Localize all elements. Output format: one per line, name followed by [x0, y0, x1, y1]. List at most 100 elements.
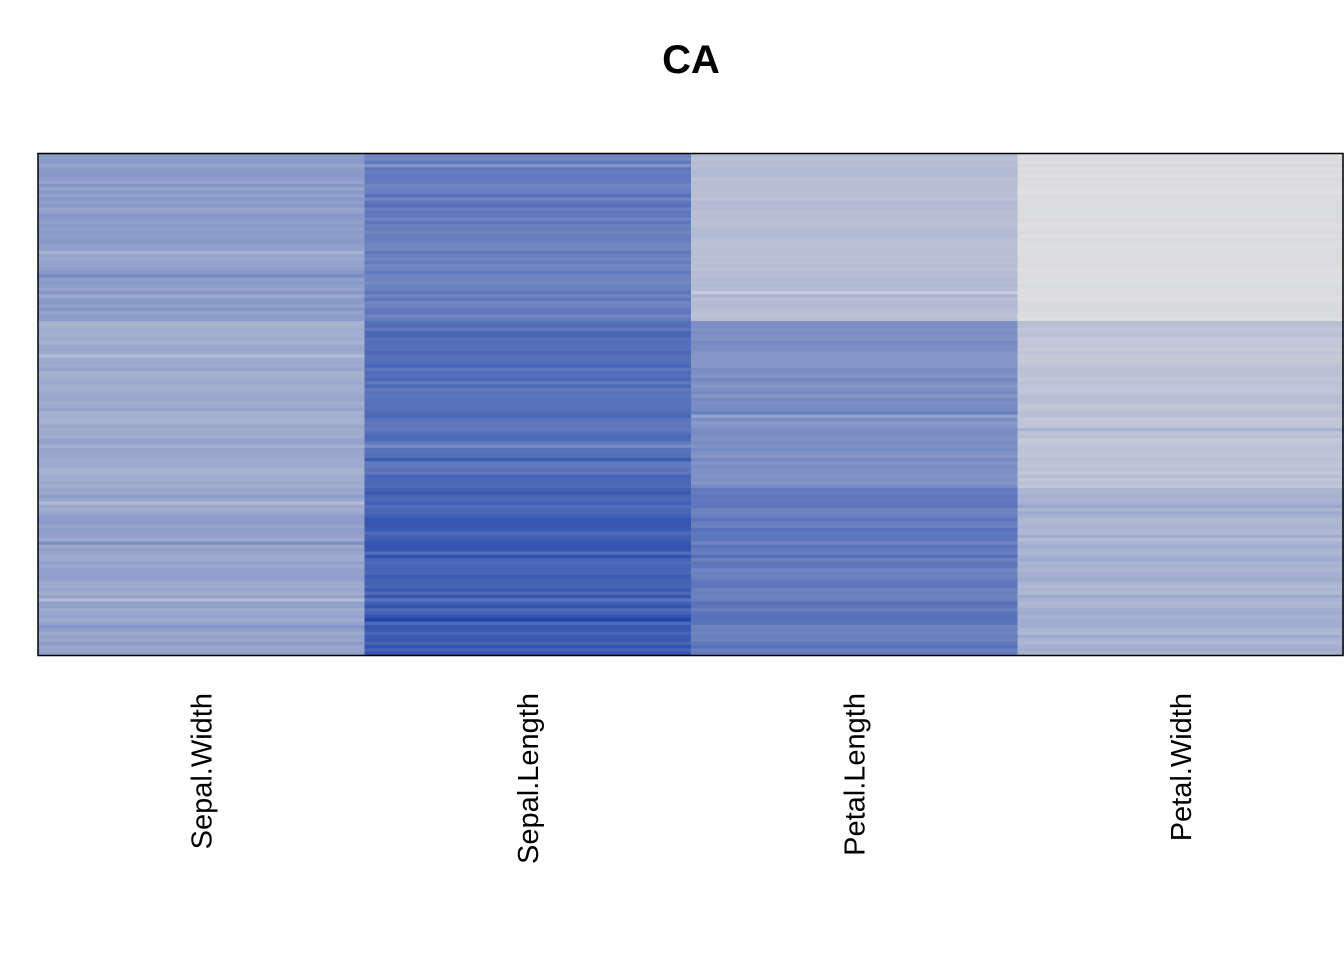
heatmap-cell	[1017, 274, 1344, 279]
heatmap-cell	[364, 324, 692, 329]
heatmap-cell	[691, 391, 1019, 396]
heatmap-cell	[1017, 377, 1344, 382]
heatmap-cell	[38, 381, 366, 386]
heatmap-cell	[691, 598, 1019, 603]
heatmap-cell	[1017, 501, 1344, 506]
heatmap-cell	[1017, 277, 1344, 282]
heatmap-cell	[364, 521, 692, 526]
heatmap-cell	[38, 558, 366, 563]
heatmap-cell	[691, 387, 1019, 392]
heatmap-cell	[1017, 224, 1344, 229]
heatmap-cell	[364, 434, 692, 439]
heatmap-cell	[691, 581, 1019, 586]
heatmap-cell	[364, 407, 692, 412]
heatmap-cell	[1017, 167, 1344, 172]
heatmap-cell	[691, 227, 1019, 232]
heatmap-cell	[364, 157, 692, 162]
heatmap-cell	[38, 391, 366, 396]
heatmap-cell	[1017, 160, 1344, 165]
heatmap-cell	[1017, 638, 1344, 643]
heatmap-cell	[38, 170, 366, 175]
heatmap-cell	[1017, 467, 1344, 472]
heatmap-cell	[364, 624, 692, 629]
heatmap-cell	[38, 511, 366, 516]
heatmap-cell	[364, 404, 692, 409]
heatmap-cell	[364, 631, 692, 636]
heatmap-cell	[364, 471, 692, 476]
heatmap-cell	[364, 341, 692, 345]
heatmap-cell	[1017, 220, 1344, 225]
heatmap-cell	[364, 491, 692, 496]
heatmap-cell	[364, 498, 692, 502]
heatmap-cell	[691, 484, 1019, 489]
heatmap-cell	[1017, 331, 1344, 335]
heatmap-cell	[1017, 417, 1344, 422]
heatmap-cell	[1017, 217, 1344, 222]
heatmap-cell	[38, 534, 366, 539]
heatmap-cell	[1017, 554, 1344, 559]
heatmap-cell	[691, 604, 1019, 609]
heatmap-cell	[364, 294, 692, 299]
heatmap-cell	[38, 614, 366, 619]
heatmap-cell	[364, 210, 692, 215]
heatmap-cell	[691, 494, 1019, 499]
plot-frame	[37, 152, 1344, 657]
heatmap-cell	[364, 514, 692, 519]
heatmap-cell	[38, 484, 366, 489]
heatmap-cell	[691, 214, 1019, 219]
heatmap-cell	[364, 424, 692, 429]
heatmap-cell	[364, 284, 692, 289]
heatmap-cell	[38, 608, 366, 613]
heatmap-cell	[1017, 471, 1344, 476]
heatmap-cell	[364, 538, 692, 543]
heatmap-cell	[691, 558, 1019, 563]
heatmap-cell	[364, 227, 692, 232]
heatmap-cell	[364, 394, 692, 399]
heatmap-cell	[691, 488, 1019, 492]
heatmap-cell	[364, 588, 692, 593]
heatmap-cell	[38, 154, 366, 158]
heatmap-cell	[38, 214, 366, 219]
heatmap-cell	[691, 300, 1019, 305]
heatmap-cell	[1017, 534, 1344, 539]
heatmap-cell	[38, 260, 366, 265]
heatmap-cell	[1017, 444, 1344, 449]
heatmap-cell	[1017, 264, 1344, 269]
heatmap-cell	[38, 554, 366, 559]
heatmap-cell	[38, 220, 366, 225]
heatmap-cell	[691, 594, 1019, 599]
heatmap-cell	[691, 317, 1019, 322]
heatmap-cell	[691, 651, 1019, 656]
heatmap-cell	[1017, 177, 1344, 182]
heatmap-cell	[38, 491, 366, 496]
heatmap-cell	[364, 437, 692, 442]
heatmap-cell	[38, 538, 366, 543]
heatmap-cell	[364, 571, 692, 576]
heatmap-cell	[364, 451, 692, 456]
heatmap-cell	[1017, 558, 1344, 563]
heatmap-cell	[38, 361, 366, 366]
heatmap-cell	[38, 227, 366, 232]
heatmap-cell	[364, 274, 692, 279]
heatmap-cell	[1017, 514, 1344, 519]
heatmap-cell	[38, 347, 366, 352]
heatmap-cell	[1017, 434, 1344, 439]
heatmap-cell	[38, 464, 366, 469]
heatmap-cell	[691, 514, 1019, 519]
heatmap-cell	[1017, 180, 1344, 185]
heatmap-cell	[691, 260, 1019, 265]
heatmap-cell	[38, 594, 366, 599]
heatmap-cell	[1017, 581, 1344, 586]
heatmap-cell	[364, 548, 692, 553]
heatmap-cell	[691, 277, 1019, 282]
heatmap-cell	[691, 267, 1019, 272]
heatmap-cell	[691, 210, 1019, 215]
heatmap-cell	[38, 634, 366, 639]
heatmap-cell	[1017, 254, 1344, 259]
heatmap-cell	[1017, 454, 1344, 459]
heatmap-cell	[38, 234, 366, 239]
heatmap-cell	[38, 501, 366, 506]
heatmap-cell	[364, 554, 692, 559]
heatmap-cell	[1017, 374, 1344, 379]
heatmap-cell	[691, 531, 1019, 536]
